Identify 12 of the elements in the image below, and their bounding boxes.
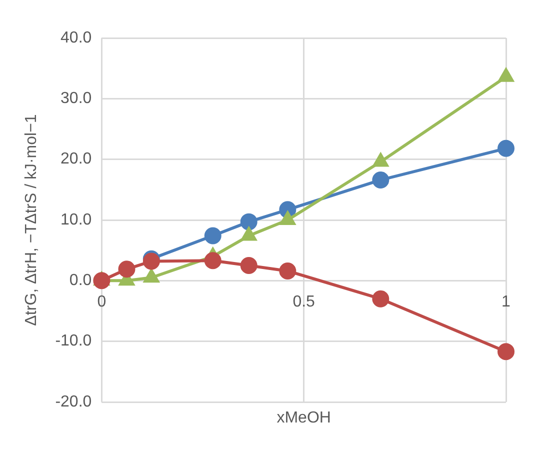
y-tick-label: 20.0 xyxy=(60,150,92,168)
x-axis-title: xMeOH xyxy=(276,409,331,426)
y-tick-label: 10.0 xyxy=(60,211,92,228)
y-tick-label: 0.0 xyxy=(69,272,92,290)
y-tick-label: -20.0 xyxy=(55,393,92,410)
x-tick-label: 1 xyxy=(502,294,511,311)
y-tick-label: -10.0 xyxy=(55,332,92,350)
x-tick-label: 0.5 xyxy=(292,294,316,311)
y-axis-title: ΔtrG, ΔtrH, −TΔtrS / kJ·mol−1 xyxy=(23,114,40,326)
y-tick-label: 30.0 xyxy=(60,90,92,108)
y-tick-label: 40.0 xyxy=(60,29,92,46)
x-tick-label: 0 xyxy=(97,294,106,311)
